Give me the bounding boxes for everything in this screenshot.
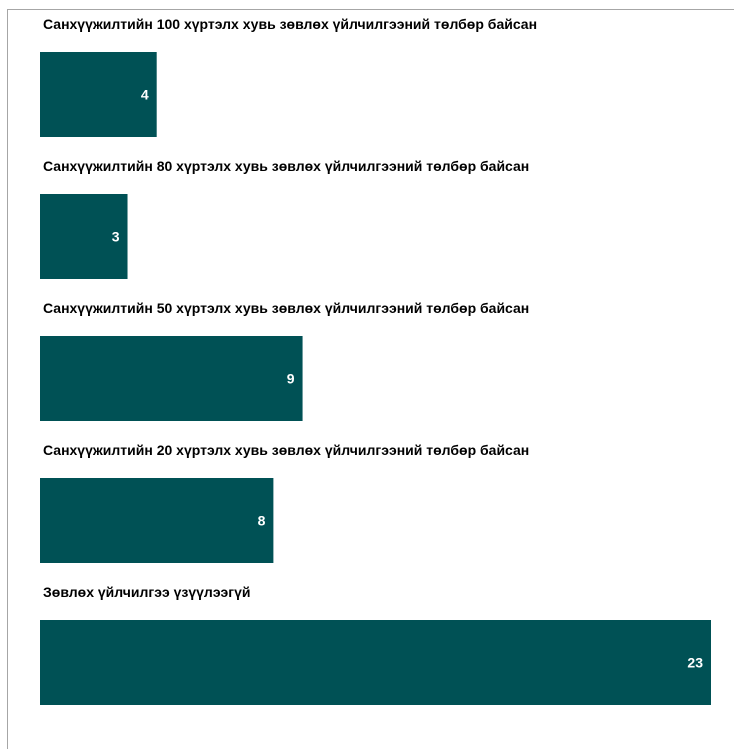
bar-value-label: 9 [287,371,295,387]
bar [40,52,157,137]
bar-value-label: 8 [258,513,266,529]
category-label: Санхүүжилтийн 100 хүртэлх хувь зөвлөх үй… [43,16,537,32]
bar [40,478,274,563]
chart-frame [7,9,734,749]
bar [40,620,711,705]
bar-value-label: 4 [141,87,149,103]
bar-value-label: 3 [112,229,120,245]
bar-value-label: 23 [687,655,703,671]
category-label: Санхүүжилтийн 50 хүртэлх хувь зөвлөх үйл… [43,300,529,316]
category-label: Зөвлөх үйлчилгээ үзүүлээгүй [43,584,251,600]
category-label: Санхүүжилтийн 80 хүртэлх хувь зөвлөх үйл… [43,158,529,174]
bar [40,194,128,279]
category-label: Санхүүжилтийн 20 хүртэлх хувь зөвлөх үйл… [43,442,529,458]
bar [40,336,303,421]
